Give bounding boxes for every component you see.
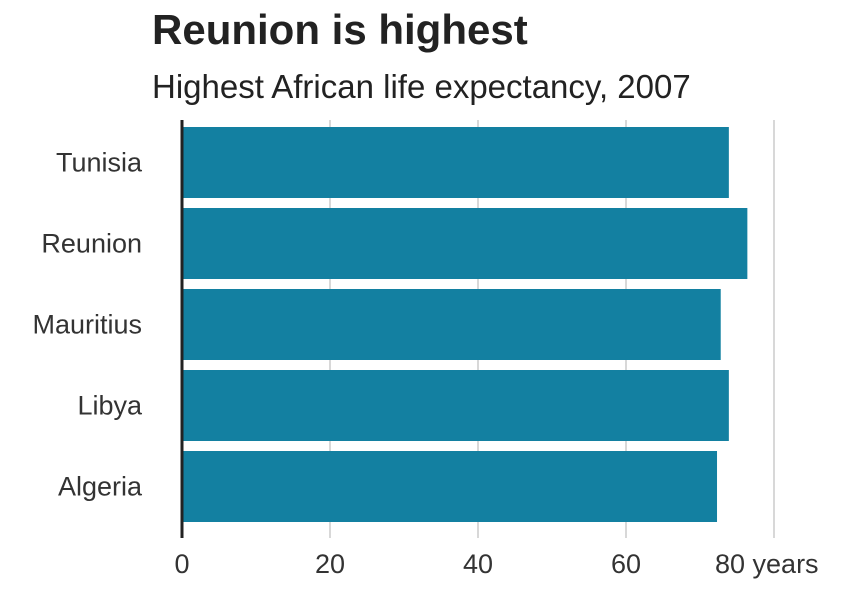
bar-reunion (182, 208, 748, 279)
bars (182, 127, 748, 522)
x-tick-label-1: 20 (315, 549, 345, 579)
x-tick-label-0: 0 (174, 549, 189, 579)
bar-algeria (182, 451, 718, 522)
chart-subtitle: Highest African life expectancy, 2007 (152, 68, 691, 105)
bar-mauritius (182, 289, 721, 360)
x-tick-label-2: 40 (463, 549, 493, 579)
category-labels: Tunisia Reunion Mauritius Libya Algeria (32, 148, 143, 502)
x-tick-labels: 0 20 40 60 80 years (174, 549, 818, 579)
category-label-reunion: Reunion (41, 229, 142, 259)
bar-tunisia (182, 127, 729, 198)
category-label-algeria: Algeria (58, 472, 143, 502)
category-label-tunisia: Tunisia (56, 148, 143, 178)
x-tick-label-3: 60 (611, 549, 641, 579)
category-label-mauritius: Mauritius (32, 310, 142, 340)
category-label-libya: Libya (77, 391, 143, 421)
chart-title: Reunion is highest (152, 6, 528, 53)
bar-libya (182, 370, 729, 441)
x-tick-label-4: 80 years (715, 549, 819, 579)
